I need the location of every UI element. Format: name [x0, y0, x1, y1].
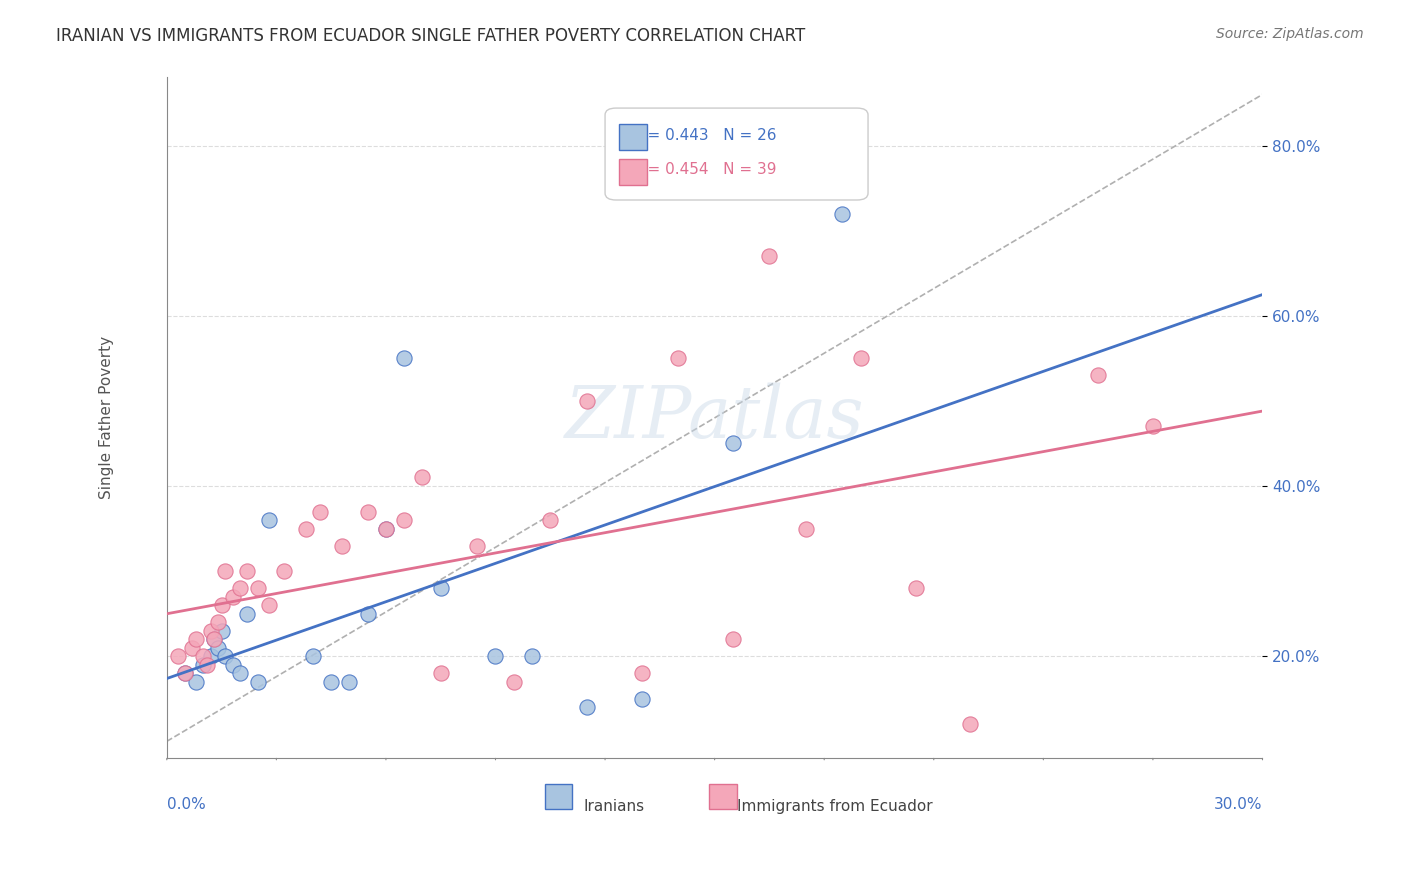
- Point: [666, 351, 689, 366]
- Point: [193, 649, 215, 664]
- Point: [211, 598, 233, 612]
- Point: [302, 649, 325, 664]
- Point: [721, 632, 744, 647]
- Point: [630, 666, 652, 681]
- Point: [214, 564, 236, 578]
- Point: [959, 717, 981, 731]
- Point: [575, 393, 598, 408]
- Point: [849, 351, 872, 366]
- Point: [794, 522, 817, 536]
- Point: [202, 632, 225, 647]
- Point: [465, 539, 488, 553]
- Point: [207, 640, 229, 655]
- Point: [374, 522, 396, 536]
- Text: 0.0%: 0.0%: [167, 797, 205, 812]
- Point: [321, 674, 343, 689]
- Point: [356, 504, 378, 518]
- Point: [575, 700, 598, 714]
- Bar: [709, 783, 737, 809]
- Point: [214, 649, 236, 664]
- Point: [356, 607, 378, 621]
- Point: [721, 436, 744, 450]
- Point: [273, 564, 295, 578]
- Text: IRANIAN VS IMMIGRANTS FROM ECUADOR SINGLE FATHER POVERTY CORRELATION CHART: IRANIAN VS IMMIGRANTS FROM ECUADOR SINGL…: [56, 27, 806, 45]
- FancyBboxPatch shape: [605, 108, 868, 200]
- Point: [200, 624, 222, 638]
- Point: [200, 649, 222, 664]
- Point: [193, 657, 215, 672]
- Point: [195, 657, 218, 672]
- Text: Iranians: Iranians: [583, 799, 644, 814]
- Point: [484, 649, 506, 664]
- Point: [758, 249, 780, 263]
- Point: [257, 513, 280, 527]
- Point: [502, 674, 524, 689]
- Text: Source: ZipAtlas.com: Source: ZipAtlas.com: [1216, 27, 1364, 41]
- Text: Immigrants from Ecuador: Immigrants from Ecuador: [737, 799, 932, 814]
- Point: [221, 590, 243, 604]
- Text: R = 0.443   N = 26: R = 0.443 N = 26: [633, 128, 778, 143]
- Point: [229, 666, 252, 681]
- Text: 30.0%: 30.0%: [1213, 797, 1263, 812]
- Bar: [619, 159, 647, 185]
- Text: R = 0.454   N = 39: R = 0.454 N = 39: [633, 161, 778, 177]
- Point: [339, 674, 361, 689]
- Point: [236, 607, 259, 621]
- Point: [257, 598, 280, 612]
- Point: [202, 632, 225, 647]
- Point: [184, 674, 207, 689]
- Point: [429, 581, 451, 595]
- Point: [174, 666, 197, 681]
- Text: ZIPatlas: ZIPatlas: [565, 383, 865, 453]
- Bar: [619, 124, 647, 150]
- Point: [904, 581, 927, 595]
- Point: [294, 522, 316, 536]
- Point: [184, 632, 207, 647]
- Point: [1142, 419, 1164, 434]
- Point: [166, 649, 188, 664]
- Point: [538, 513, 561, 527]
- Point: [211, 624, 233, 638]
- Point: [392, 351, 415, 366]
- Point: [181, 640, 204, 655]
- Point: [247, 581, 270, 595]
- Point: [831, 206, 853, 220]
- Bar: [544, 783, 572, 809]
- Point: [392, 513, 415, 527]
- Point: [236, 564, 259, 578]
- Point: [429, 666, 451, 681]
- Point: [229, 581, 252, 595]
- Point: [309, 504, 332, 518]
- Point: [330, 539, 353, 553]
- Point: [630, 691, 652, 706]
- Point: [520, 649, 543, 664]
- Point: [221, 657, 243, 672]
- Point: [247, 674, 270, 689]
- Point: [411, 470, 433, 484]
- Point: [374, 522, 396, 536]
- Text: Single Father Poverty: Single Father Poverty: [98, 336, 114, 500]
- Point: [207, 615, 229, 629]
- Point: [174, 666, 197, 681]
- Point: [1087, 368, 1109, 383]
